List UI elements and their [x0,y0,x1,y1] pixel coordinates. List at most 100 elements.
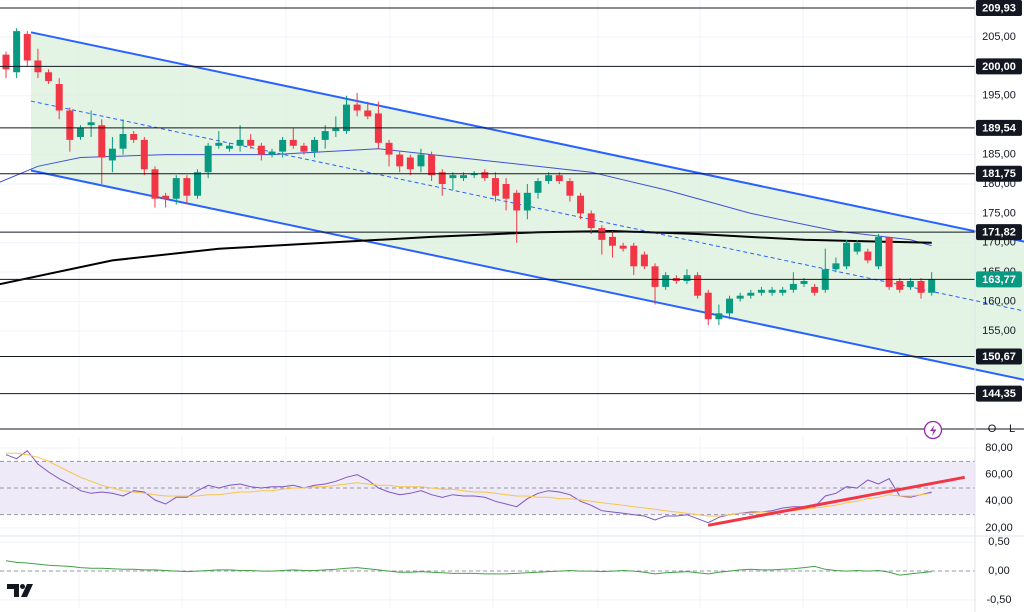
level-label-box [976,119,1022,136]
y-tick-label: 155,00 [982,325,1016,337]
alert-button[interactable] [923,420,943,440]
level-label: 171,82 [982,226,1016,238]
candle-body [311,139,319,152]
toolbar-button[interactable]: L [1009,423,1015,435]
y-tick-label: 185,00 [982,148,1016,160]
candle-body [45,72,53,82]
candle-body [353,104,361,111]
candle-body [545,175,553,182]
candle-body [523,192,531,211]
trendline [707,475,965,527]
candle-body [406,157,414,170]
level-label: 150,67 [982,351,1016,363]
candle-body [694,275,702,296]
candle-body [460,175,468,179]
candle-body [928,279,936,293]
y-tick-label: 0,00 [988,565,1009,577]
candle-body [225,145,233,149]
y-tick-label: -0,50 [986,594,1011,606]
y-tick-label: 80,00 [985,442,1013,454]
alert-bolt [930,425,937,436]
candle-body [268,151,276,155]
candle-body [513,192,521,211]
candle-body [162,195,170,199]
candle-body [417,154,425,167]
candle-body [204,145,212,173]
candle-body [906,281,914,287]
y-tick-label: 0,50 [988,536,1009,548]
candle-body [428,154,436,176]
candle-body [555,175,563,182]
candle-body [619,245,627,249]
candle-body [577,195,585,214]
candle-body [119,134,127,149]
toolbar-button[interactable]: O [988,423,997,435]
candle-body [87,122,95,126]
candle-body [566,181,574,196]
candle-body [481,172,489,179]
channel-lower [30,169,1024,381]
candle-body [683,275,691,282]
candle-body [779,289,787,293]
candle-body [789,283,797,290]
candle-body [247,139,255,146]
candle-body [321,131,329,140]
logo-part [7,584,19,597]
level-label: 209,93 [982,2,1016,14]
candle-body [364,110,372,117]
level-label: 181,75 [982,168,1016,180]
candle-body [236,139,244,146]
candle-body [736,295,744,299]
candle-body [747,292,755,296]
candle-body [896,281,904,290]
logo-part [21,584,33,597]
level-label-box [976,224,1022,241]
candle-body [55,84,63,111]
y-tick-label: 205,00 [982,31,1016,43]
candle-body [342,104,350,132]
candle-body [108,148,116,161]
candle-body [300,145,308,152]
level-label-box [976,58,1022,75]
candle-body [864,251,872,261]
candle-body [874,236,882,267]
candle-body [98,125,106,158]
candle-body [715,313,723,320]
candle-body [279,139,287,152]
candle-body [76,128,84,137]
candle-body [257,145,265,155]
y-tick-label: 195,00 [982,90,1016,102]
candle-body [917,281,925,293]
candle-body [13,31,21,73]
candle-body [172,178,180,199]
moving-average [0,229,932,286]
candle-body [757,289,765,293]
candle-body [215,142,223,146]
candle-body [502,183,510,199]
candle-body [811,286,819,293]
level-label-box [976,271,1022,288]
candle-body [587,213,595,229]
candle-body [66,110,74,140]
candle-body [832,263,840,270]
candle-body [651,266,659,287]
candle-body [332,128,340,132]
indicator-line [5,450,932,524]
candle-body [534,181,542,193]
level-label-box [976,348,1022,365]
candle-body [289,139,297,146]
level-label: 163,77 [982,274,1016,286]
candle-body [151,169,159,199]
candle-body [800,281,808,284]
candle-body [438,172,446,184]
y-tick-label: 160,00 [982,295,1016,307]
candle-body [130,134,138,140]
logo-part [20,584,25,589]
candle-body [598,228,606,240]
moving-average [0,148,932,247]
brand-logo [7,584,33,597]
candle-body [140,139,148,170]
candle-body [630,245,638,267]
